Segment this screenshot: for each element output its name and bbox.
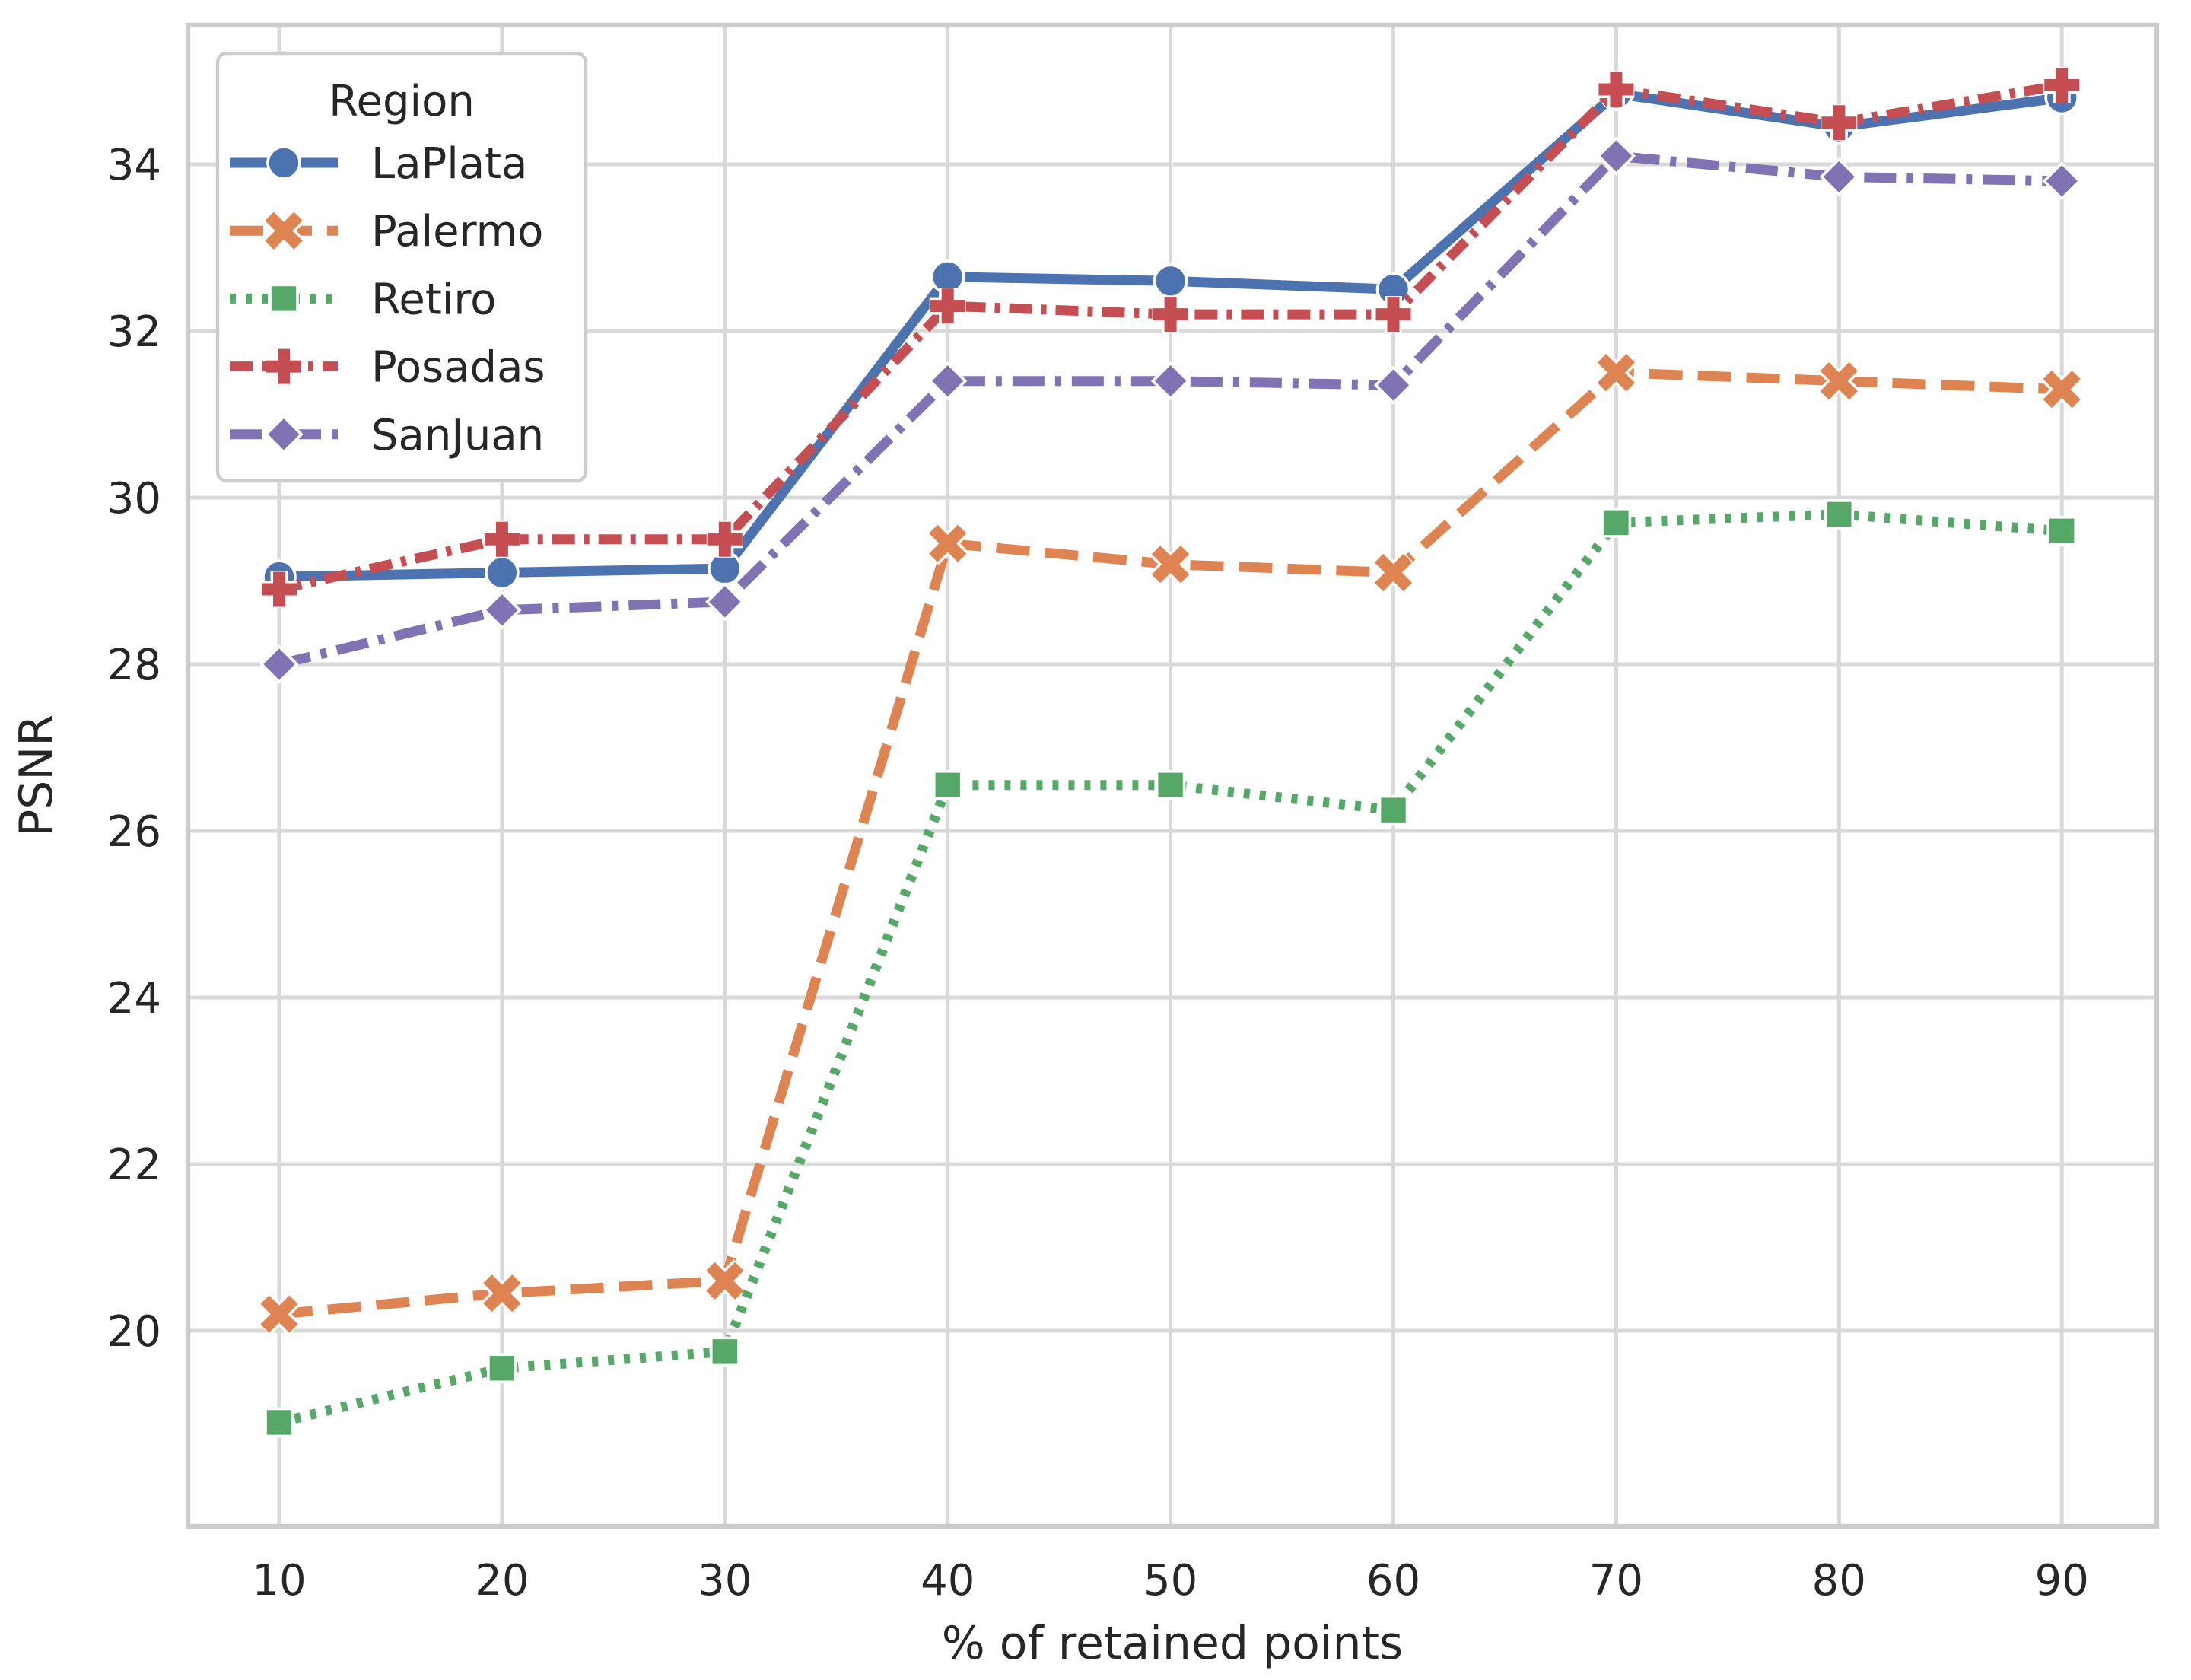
- legend: Region LaPlata Palermo Retiro Posadas SanJuan: [215, 51, 588, 483]
- marker-Palermo-20: [480, 1271, 524, 1315]
- marker-SanJuan-30: [705, 582, 745, 622]
- x-tick-label-70: 70: [1589, 1556, 1643, 1605]
- marker-Retiro-50: [1155, 769, 1186, 800]
- marker-Retiro-30: [709, 1336, 740, 1367]
- legend-label-Retiro: Retiro: [371, 275, 496, 324]
- x-tick-label-60: 60: [1366, 1556, 1420, 1605]
- y-tick-label-34: 34: [107, 141, 161, 190]
- marker-SanJuan-60: [1373, 365, 1413, 405]
- marker-Palermo-10: [257, 1292, 301, 1336]
- plot-border: [185, 22, 2160, 1529]
- marker-Posadas-10: [261, 571, 297, 608]
- x-tick-label-90: 90: [2035, 1556, 2089, 1605]
- marker-Palermo-40: [926, 522, 969, 565]
- legend-item-Palermo: Palermo: [230, 207, 543, 256]
- y-tick-label-32: 32: [107, 307, 161, 357]
- marker-LaPlata-20: [485, 555, 520, 590]
- legend-item-Retiro: Retiro: [230, 275, 496, 324]
- x-tick-label-40: 40: [921, 1556, 975, 1605]
- marker-Posadas-30: [706, 520, 743, 558]
- marker-SanJuan-50: [1150, 361, 1191, 401]
- marker-SanJuan-40: [927, 361, 968, 401]
- marker-Retiro-40: [932, 769, 963, 800]
- marker-Posadas-40: [929, 288, 966, 325]
- y-tick-label-22: 22: [107, 1141, 161, 1190]
- marker-Palermo-30: [703, 1259, 746, 1303]
- tick-labels: 20 22 24 26 28 30 32 34 10 20 30 40 50 60 70 80 90: [107, 141, 2089, 1605]
- legend-label-LaPlata: LaPlata: [371, 139, 527, 189]
- series-Posadas: [261, 66, 2081, 608]
- series-Retiro: [264, 499, 2077, 1438]
- marker-Palermo-80: [1817, 359, 1861, 402]
- marker-Retiro-80: [1824, 499, 1855, 530]
- series-line-Retiro: [278, 509, 2062, 1427]
- marker-Retiro-20: [487, 1353, 517, 1384]
- marker-Retiro-90: [2046, 515, 2077, 546]
- series-line-SanJuan: [278, 151, 2062, 670]
- x-tick-label-20: 20: [475, 1556, 529, 1605]
- marker-Retiro-10: [264, 1407, 294, 1438]
- x-axis-label: % of retained points: [942, 1617, 1404, 1670]
- legend-label-Posadas: Posadas: [371, 343, 545, 393]
- marker-Palermo-90: [2040, 368, 2084, 411]
- marker-Posadas-70: [1598, 71, 1635, 108]
- legend-label-SanJuan: SanJuan: [371, 411, 544, 460]
- marker-Posadas-80: [1821, 104, 1858, 142]
- x-tick-label-80: 80: [1812, 1556, 1866, 1605]
- legend-marker-SanJuan: [264, 415, 304, 454]
- series-SanJuan: [259, 136, 2081, 684]
- legend-marker-Palermo: [262, 209, 306, 253]
- marker-Posadas-90: [2043, 66, 2081, 103]
- legend-marker-LaPlata: [266, 145, 301, 180]
- x-tick-label-30: 30: [698, 1556, 752, 1605]
- y-tick-label-26: 26: [107, 807, 161, 857]
- marker-LaPlata-50: [1153, 263, 1188, 299]
- marker-Palermo-70: [1595, 351, 1638, 394]
- marker-Posadas-50: [1152, 296, 1189, 333]
- x-tick-label-10: 10: [252, 1556, 306, 1605]
- legend-title: Region: [329, 77, 475, 126]
- marker-Retiro-70: [1601, 508, 1632, 538]
- y-tick-label-28: 28: [107, 641, 161, 690]
- y-tick-label-24: 24: [107, 974, 161, 1023]
- marker-Palermo-50: [1149, 542, 1192, 586]
- legend-label-Palermo: Palermo: [371, 207, 543, 256]
- legend-item-LaPlata: LaPlata: [230, 139, 527, 189]
- marker-SanJuan-80: [1819, 157, 1859, 197]
- legend-item-Posadas: Posadas: [230, 343, 545, 393]
- legend-item-SanJuan: SanJuan: [230, 411, 544, 460]
- marker-SanJuan-90: [2042, 161, 2081, 201]
- y-tick-label-30: 30: [107, 474, 161, 523]
- marker-Retiro-60: [1378, 794, 1409, 826]
- marker-Posadas-20: [483, 520, 520, 558]
- legend-marker-Posadas: [266, 348, 302, 385]
- y-axis-label: PSNR: [10, 714, 63, 837]
- y-tick-label-20: 20: [107, 1307, 161, 1357]
- marker-SanJuan-20: [482, 590, 522, 630]
- series-Palermo: [257, 351, 2084, 1336]
- marker-SanJuan-70: [1596, 136, 1636, 176]
- legend-marker-Retiro: [269, 283, 299, 314]
- marker-Palermo-60: [1372, 551, 1415, 594]
- x-tick-label-50: 50: [1143, 1556, 1197, 1605]
- marker-SanJuan-10: [259, 644, 299, 684]
- marker-Posadas-60: [1375, 296, 1412, 333]
